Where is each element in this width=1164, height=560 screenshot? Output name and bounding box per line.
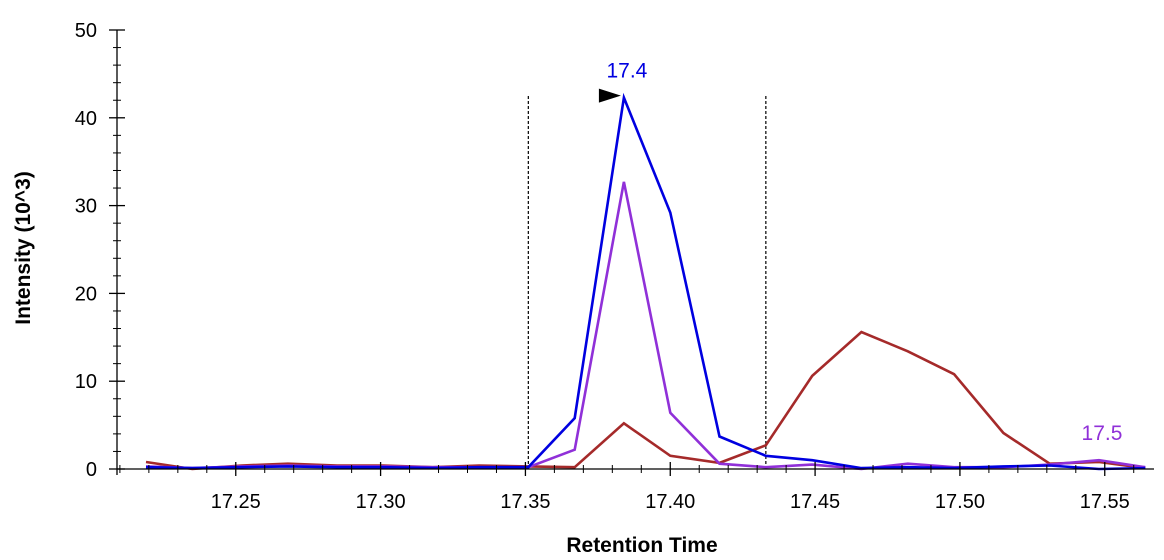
y-tick-label: 10: [75, 371, 97, 393]
x-tick-label: 17.30: [356, 491, 406, 513]
tick-labels: 0 10 20 30 40 50 17.25 17.30 17.35 17.40 17.45 17.5…: [75, 20, 1130, 513]
x-tick-label: 17.40: [645, 491, 695, 513]
y-tick-label: 50: [75, 20, 97, 42]
y-tick-label: 40: [75, 108, 97, 130]
series-line-3: [145, 330, 1146, 471]
x-tick-label: 17.45: [790, 491, 840, 513]
y-axis-title: Intensity (10^3): [12, 171, 35, 324]
peak-label: 17.5: [1082, 422, 1123, 445]
series-line-2: [145, 181, 1146, 471]
apex-marker-icon: [598, 88, 621, 103]
chromatogram-traces: [145, 92, 1146, 471]
axes: [116, 30, 1154, 475]
y-tick-label: 20: [75, 283, 97, 305]
y-tick-label: 30: [75, 196, 97, 218]
x-tick-label: 17.35: [500, 491, 550, 513]
peak-annotations: 17.4 17.5: [598, 60, 1123, 445]
peak-label: 17.4: [606, 60, 647, 83]
x-tick-label: 17.25: [211, 491, 261, 513]
x-axis-title: Retention Time: [566, 534, 717, 557]
integration-boundaries: [527, 96, 767, 469]
x-tick-label: 17.50: [935, 491, 985, 513]
series-line-1: [145, 92, 1146, 471]
axis-ticks: [109, 29, 1135, 476]
x-tick-label: 17.55: [1080, 491, 1130, 513]
y-tick-label: 0: [86, 459, 97, 481]
